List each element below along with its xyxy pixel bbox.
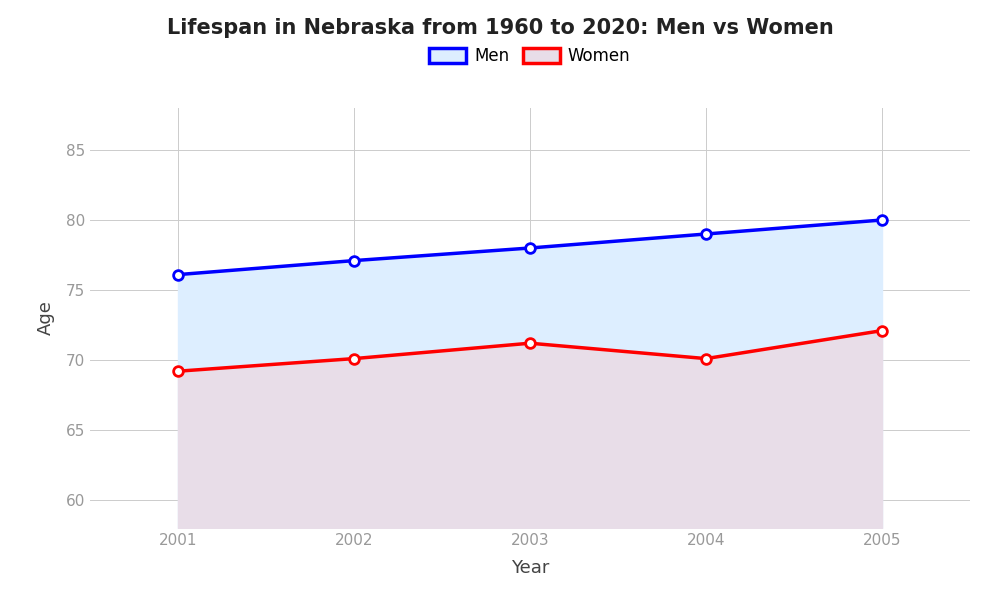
Legend: Men, Women: Men, Women xyxy=(423,41,637,72)
Text: Lifespan in Nebraska from 1960 to 2020: Men vs Women: Lifespan in Nebraska from 1960 to 2020: … xyxy=(167,18,833,38)
Y-axis label: Age: Age xyxy=(37,301,55,335)
X-axis label: Year: Year xyxy=(511,559,549,577)
